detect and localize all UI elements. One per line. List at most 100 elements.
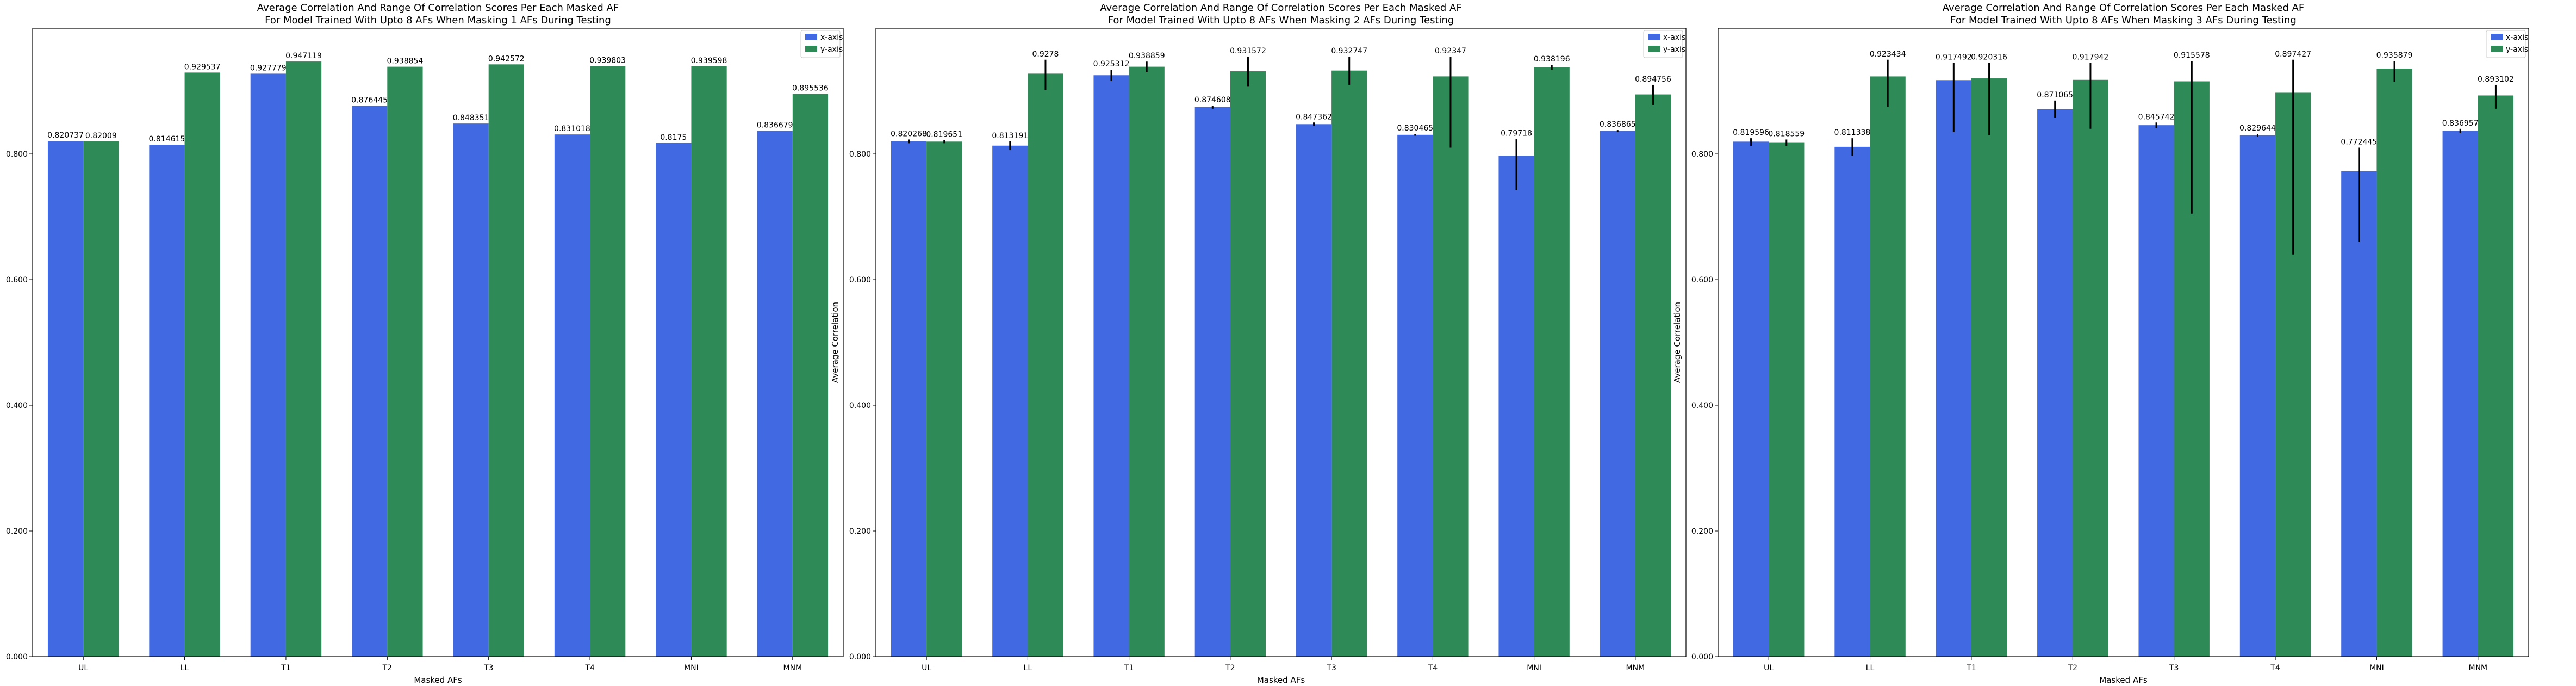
legend-swatch-x-axis (805, 34, 817, 40)
data-label: 0.811338 (1834, 128, 1871, 137)
bar-x-axis-MNI (656, 143, 692, 657)
data-label: 0.927779 (250, 64, 287, 72)
bar-y-axis-T4 (1433, 76, 1469, 657)
legend-label: y-axis (2506, 45, 2528, 54)
bar-y-axis-T4 (590, 66, 626, 657)
bar-x-axis-LL (1834, 146, 1870, 657)
legend-swatch-x-axis (1648, 34, 1660, 40)
bar-x-axis-T4 (554, 134, 590, 657)
data-label: 0.917492 (1936, 53, 1972, 62)
data-label: 0.871065 (2037, 91, 2073, 100)
y-axis-label: Average Correlation (830, 302, 840, 383)
y-tick-label: 0.200 (849, 527, 871, 536)
y-axis-label: Average Correlation (1672, 302, 1682, 383)
legend-swatch-y-axis (805, 46, 817, 52)
bar-x-axis-T4 (2239, 135, 2276, 657)
legend: x-axis y-axis (1643, 30, 1685, 58)
data-label: 0.819651 (926, 131, 962, 139)
data-label: 0.8175 (660, 133, 687, 142)
x-tick-label: LL (1024, 664, 1032, 672)
data-label: 0.893102 (2478, 75, 2514, 84)
data-label: 0.82009 (85, 132, 117, 140)
plot-frame (32, 28, 844, 657)
y-tick-label: 0.400 (6, 401, 28, 410)
bar-y-axis-MNM (1635, 94, 1671, 657)
data-label: 0.932747 (1331, 47, 1367, 55)
bar-y-axis-MNM (792, 94, 829, 657)
x-tick-label: MNM (2468, 664, 2487, 672)
chart-subtitle: For Model Trained With Upto 8 AFs When M… (1950, 15, 2297, 26)
y-tick-label: 0.800 (1691, 150, 1713, 159)
legend-swatch-x-axis (2491, 34, 2503, 40)
data-label: 0.9278 (1032, 50, 1059, 59)
x-axis-label: Masked AFs (2099, 675, 2148, 685)
x-tick-label: T1 (281, 664, 290, 672)
bar-x-axis-T4 (1397, 134, 1433, 657)
bar-y-axis-UL (926, 141, 962, 657)
data-label: 0.920316 (1971, 53, 2007, 62)
bar-x-axis-T2 (2037, 109, 2073, 657)
data-label: 0.939598 (691, 57, 727, 65)
y-tick-label: 0.400 (1691, 401, 1713, 410)
data-label: 0.836865 (1600, 120, 1636, 129)
bar-x-axis-T1 (1093, 75, 1129, 657)
bar-x-axis-MNM (757, 131, 793, 657)
legend: x-axis y-axis (2486, 30, 2528, 58)
plot-frame (875, 28, 1687, 657)
x-tick-label: T4 (1428, 664, 1438, 672)
x-tick-label: T2 (2068, 664, 2077, 672)
bar-y-axis-T1 (285, 61, 322, 657)
bar-y-axis-T1 (1971, 78, 2007, 657)
chart-panel-3: Average Correlation And Range Of Correla… (1672, 2, 2529, 685)
y-tick-label: 0.600 (849, 276, 871, 285)
x-tick-label: T2 (382, 664, 392, 672)
chart-subtitle: For Model Trained With Upto 8 AFs When M… (265, 15, 611, 26)
legend-swatch-y-axis (2491, 46, 2503, 52)
legend-swatch-y-axis (1648, 46, 1660, 52)
data-label: 0.813191 (992, 132, 1028, 140)
y-tick-label: 0.000 (1691, 653, 1713, 662)
x-tick-label: MNI (1527, 664, 1541, 672)
chart-panel-1: Average Correlation And Range Of Correla… (6, 2, 844, 685)
chart-title: Average Correlation And Range Of Correla… (1100, 2, 1461, 14)
x-tick-label: MNI (2369, 664, 2384, 672)
data-label: 0.923434 (1870, 50, 1906, 59)
data-label: 0.847362 (1296, 113, 1332, 121)
plot-frame (1718, 28, 2529, 657)
x-tick-label: T1 (1966, 664, 1976, 672)
bar-x-axis-LL (992, 145, 1028, 657)
data-label: 0.915578 (2174, 51, 2210, 60)
bar-y-axis-MNI (691, 66, 727, 657)
y-tick-label: 0.400 (849, 401, 871, 410)
bar-x-axis-T2 (352, 106, 388, 657)
x-tick-label: LL (1866, 664, 1875, 672)
bar-x-axis-UL (47, 141, 84, 657)
bar-y-axis-T3 (488, 64, 524, 657)
legend-label: x-axis (1663, 33, 1685, 42)
data-label: 0.939803 (589, 57, 626, 65)
bar-x-axis-UL (891, 141, 927, 657)
bar-y-axis-MNM (2478, 95, 2514, 657)
data-label: 0.938854 (387, 57, 424, 66)
bar-y-axis-T1 (1129, 66, 1165, 657)
data-label: 0.820268 (891, 129, 927, 138)
x-tick-label: T4 (584, 664, 595, 672)
legend: x-axis y-axis (800, 30, 843, 58)
y-tick-label: 0.000 (6, 653, 28, 662)
bar-x-axis-UL (1733, 141, 1769, 657)
bar-x-axis-LL (149, 145, 185, 657)
y-tick-label: 0.600 (1691, 276, 1713, 285)
x-tick-label: T3 (2169, 664, 2179, 672)
data-label: 0.931572 (1230, 47, 1266, 55)
data-label: 0.938859 (1129, 52, 1165, 60)
x-tick-label: MNM (1626, 664, 1645, 672)
y-tick-label: 0.200 (1691, 527, 1713, 536)
x-tick-label: UL (1764, 664, 1774, 672)
y-tick-label: 0.800 (6, 150, 28, 159)
chart-title: Average Correlation And Range Of Correla… (257, 2, 619, 14)
bar-x-axis-MNI (1498, 156, 1534, 657)
data-label: 0.874608 (1194, 96, 1231, 104)
data-label: 0.848351 (453, 114, 489, 122)
bar-x-axis-MNI (2341, 171, 2377, 657)
